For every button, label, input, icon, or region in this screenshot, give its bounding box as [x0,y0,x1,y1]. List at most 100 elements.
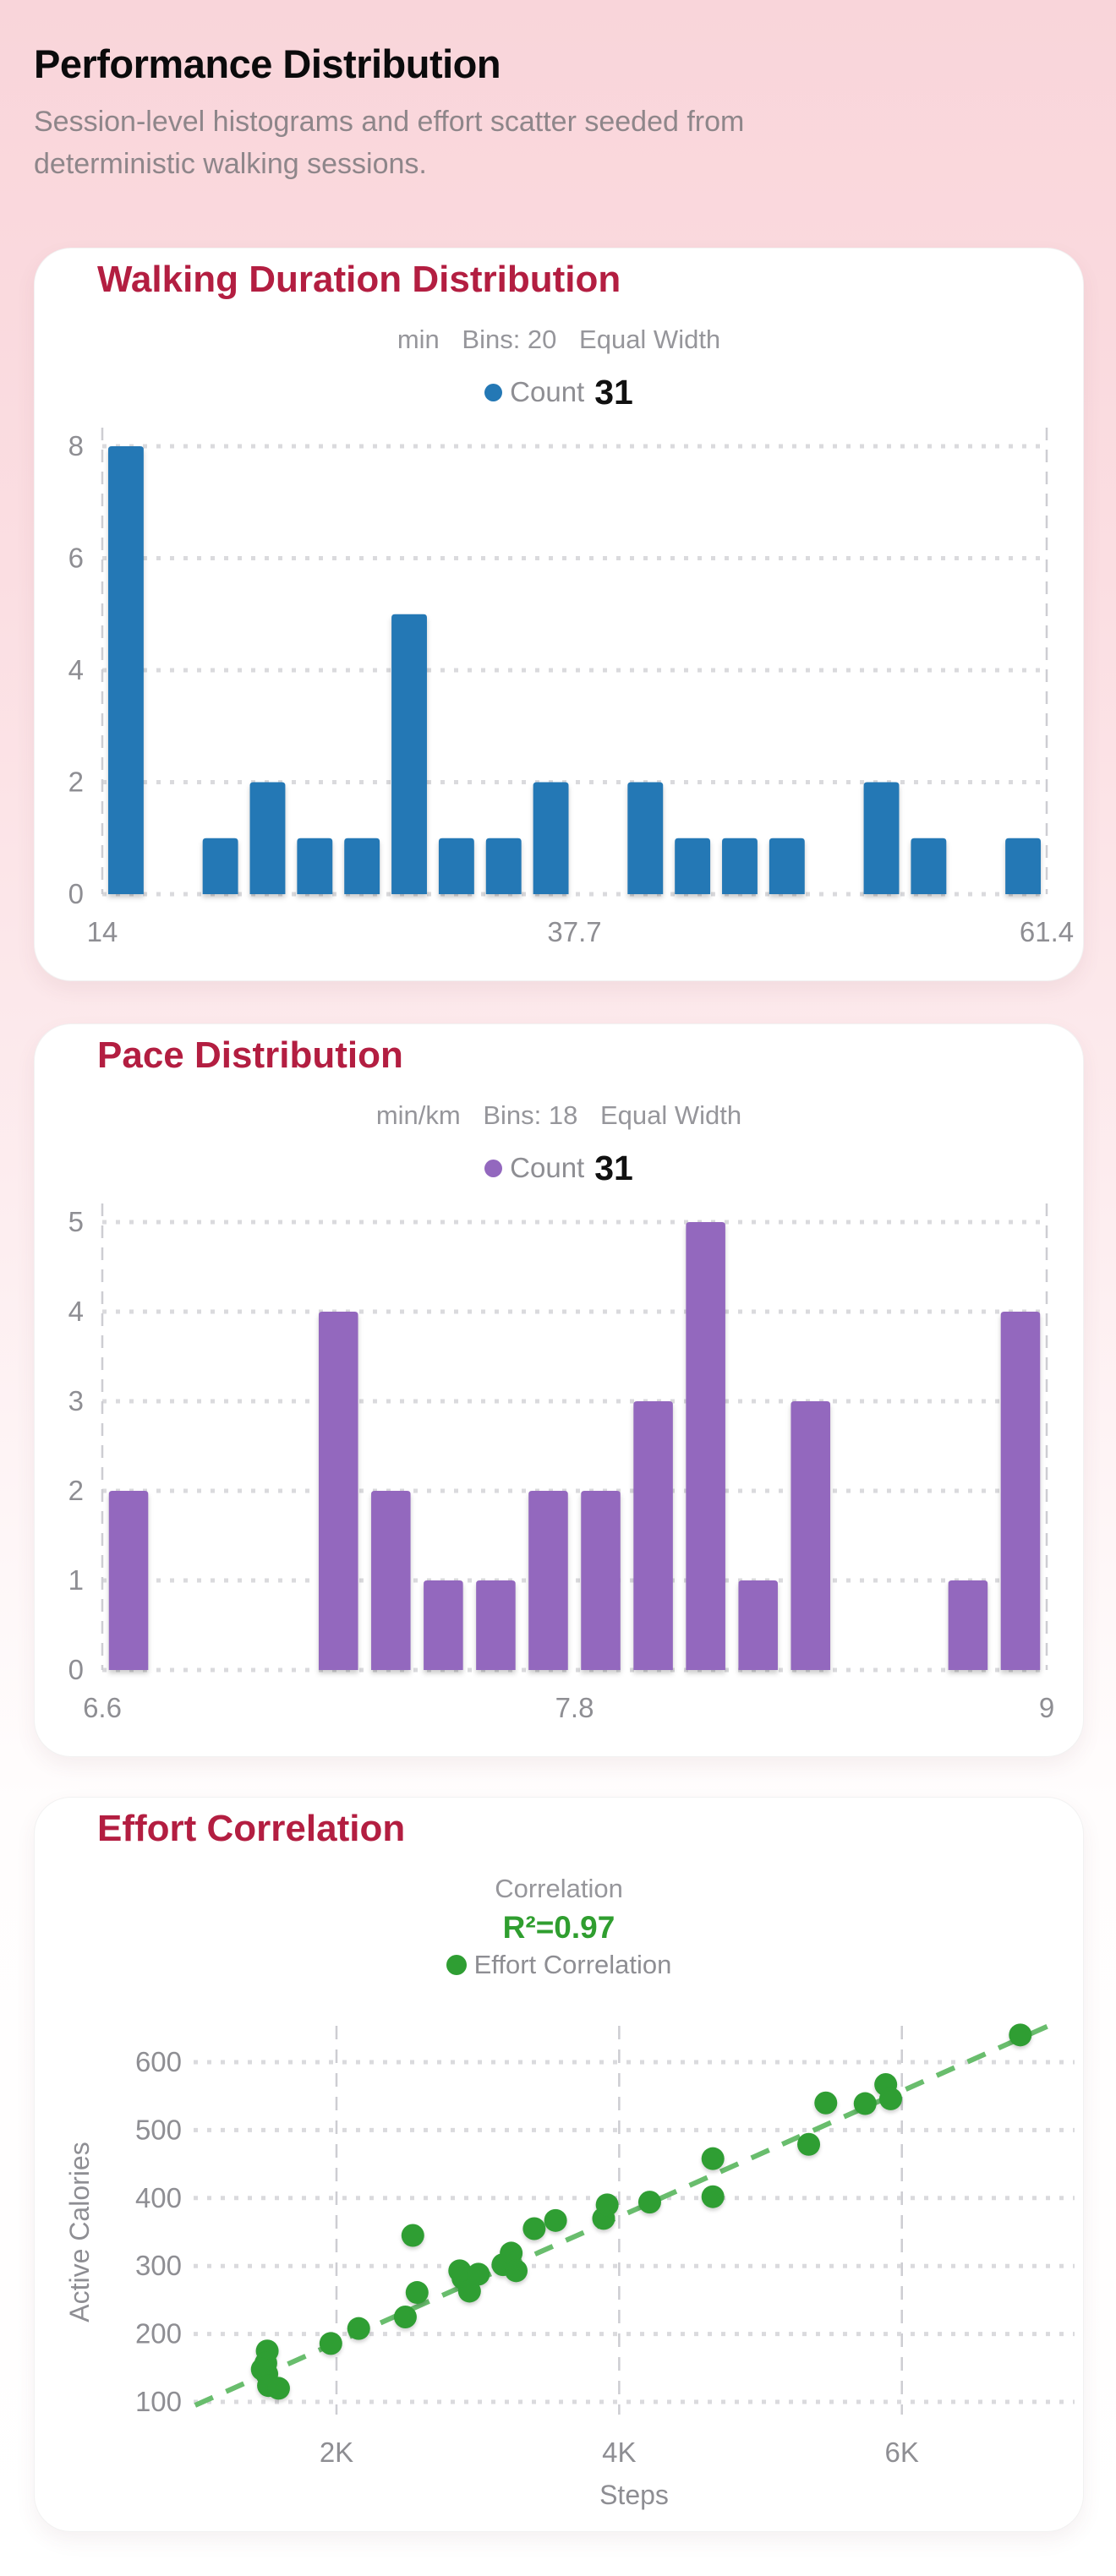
y-axis-label: Active Calories [64,2142,95,2322]
histogram-bar [581,1491,621,1670]
histogram-bar [769,838,805,894]
pace-histogram[interactable]: 0 1 2 3 4 5 6.6 7.8 9 [35,1193,1083,1734]
r-squared-value: R²=0.97 [502,1910,615,1945]
pace-distribution-card-title: Pace Distribution [97,1034,403,1076]
y-tick-label: 5 [68,1206,84,1237]
histogram-bar [371,1491,411,1670]
count-legend-label: Count [510,376,585,407]
histogram-bar [675,838,711,894]
walking-duration-meta: min Bins: 20 Equal Width [35,325,1083,355]
unit-label: min/km [375,1100,461,1130]
scatter-point [701,2185,725,2208]
scatter-point [1009,2023,1032,2047]
histogram-bar [633,1401,673,1670]
page-subtitle: Session-level histograms and effort scat… [34,101,1082,185]
scatter-point [544,2208,567,2232]
scatter-point [401,2224,424,2247]
y-tick-label: 200 [135,2318,182,2350]
effort-correlation-card-title: Effort Correlation [97,1808,406,1849]
scatter-legend-dot-icon [446,1955,467,1975]
scatter-point [266,2377,290,2400]
scatter-point [347,2317,370,2340]
correlation-label: Correlation [495,1874,623,1903]
y-tick-label: 3 [68,1385,84,1416]
y-tick-label: 2 [68,767,84,798]
x-tick-label: 61.4 [1020,916,1074,947]
x-axis-label: Steps [599,2480,669,2510]
histogram-bar [107,446,144,894]
histogram-bar [1005,838,1042,894]
page-title: Performance Distribution [34,41,501,86]
bin-mode-label: Equal Width [579,325,721,354]
pace-distribution-legend[interactable]: Count 31 [35,1148,1083,1188]
histogram-bar [424,1580,463,1670]
histogram-bar [686,1222,725,1670]
page-header: Performance Distribution Session-level h… [34,41,1082,185]
y-tick-label: 300 [135,2250,182,2281]
count-legend-value: 31 [594,1148,633,1187]
count-legend-label: Count [510,1152,585,1183]
histogram-bar [627,782,664,894]
histogram-bar [249,782,286,894]
scatter-point [393,2306,417,2328]
scatter-point [814,2091,838,2115]
histogram-bar [391,614,427,894]
histogram-bar [318,1312,358,1670]
trend-line [194,2022,1053,2408]
effort-correlation-legend[interactable]: Effort Correlation [35,1948,1083,1982]
scatter-point [522,2217,546,2240]
walking-duration-histogram[interactable]: 0 2 4 6 8 14 37.7 61.4 [35,418,1083,958]
histogram-bar [108,1491,149,1670]
histogram-bar [476,1580,516,1670]
histogram-bar [528,1491,568,1670]
y-tick-label: 0 [68,1654,84,1685]
x-tick-label: 2K [320,2437,353,2468]
scatter-point [319,2332,342,2355]
count-legend-dot-icon [484,1159,503,1177]
count-legend-value: 31 [594,372,633,412]
scatter-point [467,2262,490,2286]
count-legend-dot-icon [484,383,503,401]
scatter-point [701,2147,725,2170]
x-tick-label: 37.7 [547,916,601,947]
scatter-point [637,2191,661,2214]
histogram-bar [722,838,758,894]
histogram-bar [863,782,900,894]
scatter-point [879,2087,903,2110]
effort-correlation-meta: Correlation [35,1874,1083,1904]
x-tick-label: 6K [885,2437,919,2468]
page-subtitle-line-2: deterministic walking sessions. [34,148,427,180]
histogram-bar [202,838,238,894]
bin-mode-label: Equal Width [600,1100,742,1130]
x-tick-label: 14 [87,916,118,947]
pace-distribution-card: Pace Distribution min/km Bins: 18 Equal … [34,1023,1084,1757]
x-tick-label: 7.8 [555,1692,594,1723]
scatter-point [853,2092,877,2115]
histogram-bar [344,838,380,894]
y-tick-label: 6 [68,543,84,574]
scatter-point [797,2132,821,2156]
x-tick-label: 6.6 [83,1692,122,1723]
walking-duration-card-title: Walking Duration Distribution [97,259,621,300]
bins-label: Bins: 20 [462,325,557,354]
y-tick-label: 2 [68,1475,84,1506]
effort-scatter-chart[interactable]: 2K 4K 6K 100 200 300 400 500 600 Steps Active Calo… [35,1992,1083,2521]
page-subtitle-line-1: Session-level histograms and effort scat… [34,106,745,138]
y-tick-label: 100 [135,2386,182,2417]
x-tick-label: 9 [1039,1692,1054,1723]
y-tick-label: 500 [135,2114,182,2145]
scatter-point [500,2241,523,2265]
scatter-point [504,2259,528,2283]
histogram-bar [297,838,333,894]
y-tick-label: 8 [68,430,84,461]
y-tick-label: 4 [68,654,84,685]
walking-duration-card: Walking Duration Distribution min Bins: … [34,248,1084,981]
scatter-legend-label: Effort Correlation [473,1950,672,1979]
histogram-bar [911,838,947,894]
walking-duration-legend[interactable]: Count 31 [35,372,1083,412]
y-tick-label: 400 [135,2182,182,2213]
unit-label: min [397,325,440,354]
histogram-bar [485,838,522,894]
histogram-bar [790,1401,831,1670]
histogram-bar [738,1580,778,1670]
